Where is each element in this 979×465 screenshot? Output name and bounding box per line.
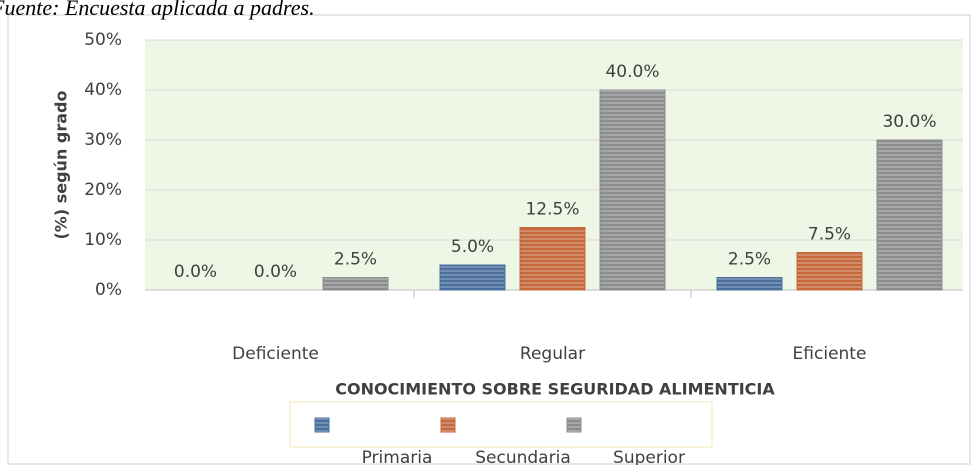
- value-label: 40.0%: [605, 62, 659, 82]
- y-tick-label: 30%: [84, 130, 122, 150]
- y-tick-label: 0%: [95, 280, 122, 300]
- value-label: 5.0%: [451, 237, 494, 257]
- legend-label: Primaria: [362, 448, 433, 465]
- value-label: 30.0%: [882, 112, 936, 132]
- value-label: 2.5%: [728, 250, 771, 270]
- y-tick-label: 40%: [84, 80, 122, 100]
- legend-swatch: [566, 417, 582, 433]
- y-tick-label: 10%: [84, 230, 122, 250]
- y-axis-label: (%) según grado: [52, 91, 71, 240]
- legend-label: Superior: [613, 448, 685, 465]
- value-label: 0.0%: [254, 262, 297, 282]
- value-label: 12.5%: [525, 200, 579, 220]
- legend-label: Secundaria: [475, 448, 570, 465]
- bar: [716, 277, 783, 291]
- value-label: 0.0%: [174, 262, 217, 282]
- x-tick-label: Eficiente: [793, 344, 867, 364]
- bar: [519, 227, 586, 291]
- bar: [876, 139, 943, 291]
- x-tick-label: Deficiente: [232, 344, 319, 364]
- legend-swatch: [440, 417, 456, 433]
- bar: [796, 252, 863, 291]
- x-axis-label: CONOCIMIENTO SOBRE SEGURIDAD ALIMENTICIA: [335, 380, 775, 399]
- bar: [439, 264, 506, 291]
- y-tick-label: 50%: [84, 30, 122, 50]
- y-tick-label: 20%: [84, 180, 122, 200]
- legend-box: [289, 401, 713, 448]
- x-tick-label: Regular: [520, 344, 585, 364]
- bar: [599, 89, 666, 291]
- chart-title: Fuente: Encuesta aplicada a padres.: [0, 0, 315, 20]
- value-label: 2.5%: [334, 250, 377, 270]
- legend-swatch: [314, 417, 330, 433]
- bar: [322, 277, 389, 291]
- value-label: 7.5%: [808, 225, 851, 245]
